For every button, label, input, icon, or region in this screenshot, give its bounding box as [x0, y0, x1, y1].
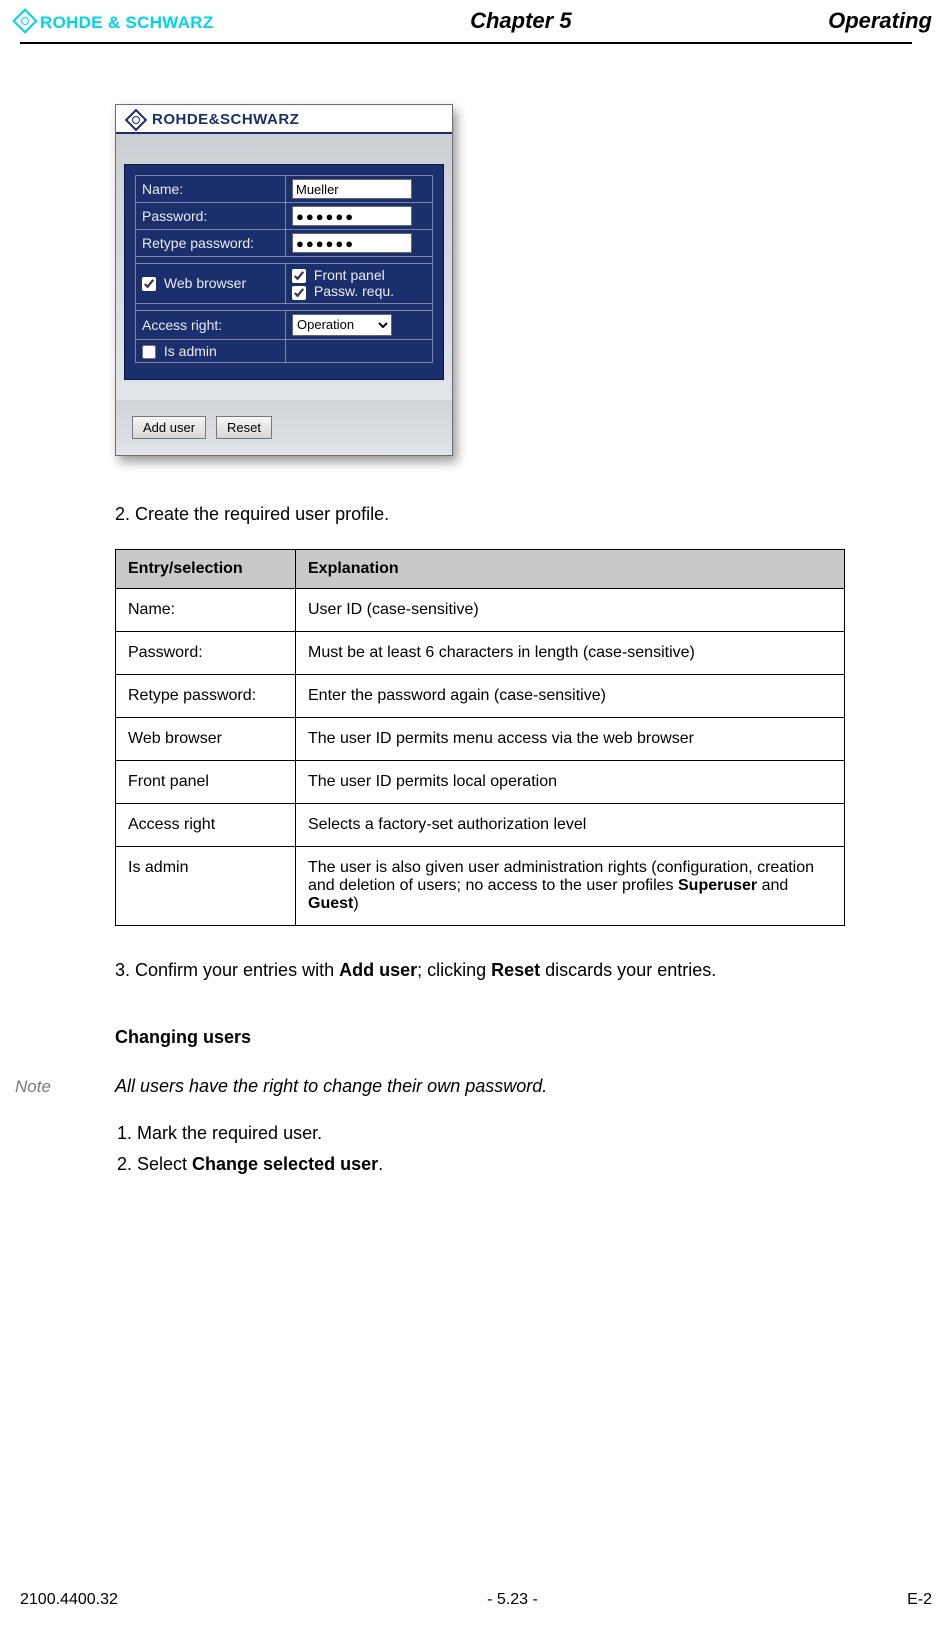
note-row: Note All users have the right to change … [15, 1076, 932, 1097]
front-panel-checkbox[interactable] [292, 269, 306, 283]
cell-entry: Is admin [116, 846, 296, 925]
table-row: Web browser The user ID permits menu acc… [116, 717, 845, 760]
table-row: Front panel The user ID permits local op… [116, 760, 845, 803]
brand-diamond-icon [12, 8, 37, 33]
step-3: 3. Confirm your entries with Add user; c… [115, 960, 932, 981]
footer-doc-id: 2100.4400.32 [20, 1591, 118, 1609]
cell-explanation: Selects a factory-set authorization leve… [296, 803, 845, 846]
brand-logo: ROHDE & SCHWARZ [10, 12, 214, 34]
cell-explanation: The user ID permits local operation [296, 760, 845, 803]
retype-password-field[interactable] [292, 233, 412, 253]
changing-step-1: Mark the required user. [137, 1123, 932, 1144]
passw-requ-checkbox[interactable] [292, 286, 306, 300]
label-frontpanel: Front panel [314, 267, 385, 283]
cell-entry: Password: [116, 631, 296, 674]
cell-entry: Front panel [116, 760, 296, 803]
label-retype: Retype password: [142, 235, 254, 251]
cell-explanation: The user ID permits menu access via the … [296, 717, 845, 760]
access-right-select[interactable]: Operation [292, 314, 392, 336]
user-form-screenshot: ROHDE&SCHWARZ Name: Password: Retype pas… [115, 104, 453, 456]
rs-diamond-icon [125, 108, 148, 131]
table-row: Password: Must be at least 6 characters … [116, 631, 845, 674]
cell-explanation: Must be at least 6 characters in length … [296, 631, 845, 674]
changing-step-2: Select Change selected user. [137, 1154, 932, 1175]
note-text: All users have the right to change their… [115, 1076, 547, 1097]
th-explanation: Explanation [296, 549, 845, 588]
brand-text: ROHDE & SCHWARZ [40, 13, 214, 33]
cell-explanation: User ID (case-sensitive) [296, 588, 845, 631]
page-footer: 2100.4400.32 - 5.23 - E-2 [0, 1591, 952, 1609]
table-row: Access right Selects a factory-set autho… [116, 803, 845, 846]
footer-page: - 5.23 - [487, 1591, 538, 1609]
changing-users-heading: Changing users [115, 1027, 932, 1048]
label-access: Access right: [142, 317, 222, 333]
page-header: ROHDE & SCHWARZ Chapter 5 Operating [0, 0, 952, 44]
cell-explanation: Enter the password again (case-sensitive… [296, 674, 845, 717]
chapter-title: Chapter 5 [470, 8, 571, 34]
cell-explanation: The user is also given user administrati… [296, 846, 845, 925]
cell-entry: Name: [116, 588, 296, 631]
operating-title: Operating [828, 8, 932, 34]
name-field[interactable] [292, 179, 412, 199]
label-password: Password: [142, 208, 207, 224]
is-admin-checkbox[interactable] [142, 345, 156, 359]
screenshot-header: ROHDE&SCHWARZ [116, 105, 452, 134]
web-browser-checkbox[interactable] [142, 277, 156, 291]
table-row: Retype password: Enter the password agai… [116, 674, 845, 717]
label-isadmin: Is admin [164, 343, 217, 359]
table-row: Name: User ID (case-sensitive) [116, 588, 845, 631]
add-user-button[interactable]: Add user [132, 416, 206, 439]
step-2: 2. Create the required user profile. [115, 504, 932, 525]
reset-button[interactable]: Reset [216, 416, 272, 439]
cell-entry: Access right [116, 803, 296, 846]
password-field[interactable] [292, 206, 412, 226]
note-label: Note [15, 1077, 115, 1097]
rs-brand-text: ROHDE&SCHWARZ [152, 111, 299, 128]
cell-entry: Retype password: [116, 674, 296, 717]
label-name: Name: [142, 181, 183, 197]
th-entry: Entry/selection [116, 549, 296, 588]
label-webbrowser: Web browser [164, 275, 246, 291]
cell-entry: Web browser [116, 717, 296, 760]
entry-explanation-table: Entry/selection Explanation Name: User I… [115, 549, 845, 926]
label-passwrequ: Passw. requ. [314, 283, 394, 299]
footer-rev: E-2 [907, 1591, 932, 1609]
table-row: Is admin The user is also given user adm… [116, 846, 845, 925]
